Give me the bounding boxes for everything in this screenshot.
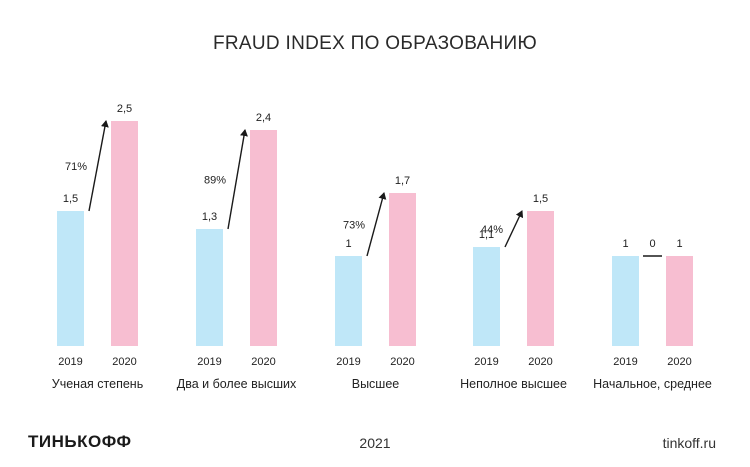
bar-2020: [389, 193, 416, 346]
data-label-2020: 1: [676, 238, 682, 250]
x-tick-2020: 2020: [667, 356, 691, 368]
data-label-2020: 2,4: [256, 112, 271, 124]
category-label: Высшее: [352, 377, 400, 391]
bar-2019: [57, 211, 84, 346]
bar-2019: [473, 247, 500, 346]
x-tick-2019: 2019: [613, 356, 637, 368]
x-tick-2020: 2020: [251, 356, 275, 368]
data-label-2020: 2,5: [117, 103, 132, 115]
data-label-2019: 1: [622, 238, 628, 250]
growth-arrow: [504, 210, 524, 248]
x-tick-2020: 2020: [112, 356, 136, 368]
bar-2020: [250, 130, 277, 346]
growth-percent: 0: [649, 238, 655, 250]
bar-2020: [111, 121, 138, 346]
data-label-2020: 1,7: [395, 175, 410, 187]
category-label: Начальное, среднее: [593, 377, 712, 391]
growth-percent: 73%: [343, 220, 365, 232]
growth-percent: 89%: [204, 175, 226, 187]
category-label: Ученая степень: [52, 377, 143, 391]
growth-arrow: [366, 192, 387, 257]
category-label: Неполное высшее: [460, 377, 567, 391]
bars-layer: 1,5 2,5 2019 2020 Ученая степень 71% 1,3 2,4 201…: [52, 103, 712, 391]
x-tick-2020: 2020: [390, 356, 414, 368]
chart-title: FRAUD INDEX ПО ОБРАЗОВАНИЮ: [212, 33, 538, 54]
bar-2020: [666, 256, 693, 346]
x-tick-2020: 2020: [528, 356, 552, 368]
data-label-2019: 1,1: [479, 229, 494, 241]
growth-arrow: [227, 129, 248, 230]
bar-2019: [612, 256, 639, 346]
bar-2019: [335, 256, 362, 346]
footer-year: 2021: [359, 435, 391, 451]
growth-percent: 44%: [481, 224, 503, 236]
data-label-2020: 1,5: [533, 193, 548, 205]
data-label-2019: 1,3: [202, 211, 217, 223]
growth-arrow: [88, 120, 109, 212]
growth-percent: 71%: [65, 161, 87, 173]
x-tick-2019: 2019: [58, 356, 82, 368]
x-tick-2019: 2019: [336, 356, 360, 368]
x-tick-2019: 2019: [197, 356, 221, 368]
bar-2019: [196, 229, 223, 346]
footer-site-link[interactable]: tinkoff.ru: [662, 435, 716, 451]
brand-logo: ТИНЬКОФФ: [28, 432, 132, 451]
category-label: Два и более высших: [177, 377, 297, 391]
x-tick-2019: 2019: [474, 356, 498, 368]
data-label-2019: 1: [345, 238, 351, 250]
data-label-2019: 1,5: [63, 193, 78, 205]
bar-2020: [527, 211, 554, 346]
